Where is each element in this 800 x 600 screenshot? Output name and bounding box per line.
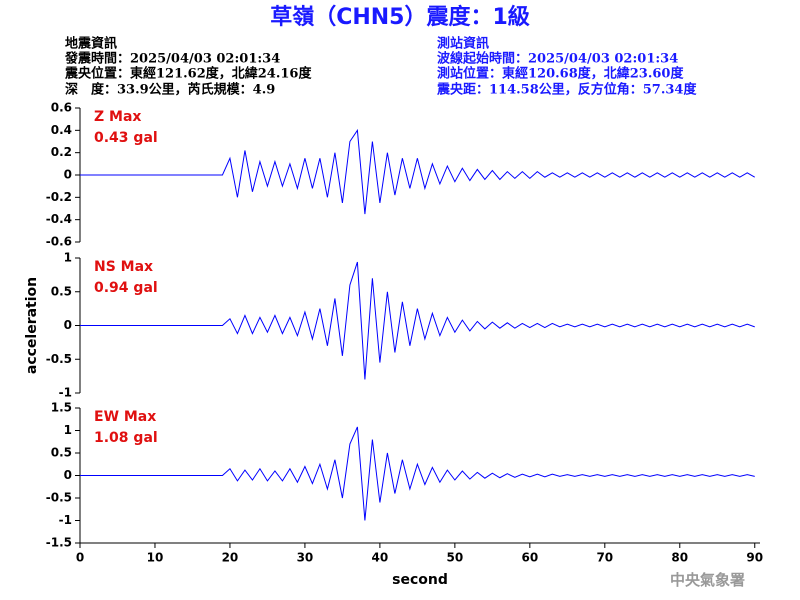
y-tick-label: 0 bbox=[64, 318, 72, 332]
waveform bbox=[80, 261, 755, 380]
x-tick-label: 30 bbox=[297, 551, 314, 565]
x-tick-label: 0 bbox=[76, 551, 84, 565]
info-right: 波線起始時間：2025/04/03 02:01:34 bbox=[437, 51, 678, 67]
max-label: Z Max bbox=[94, 109, 141, 125]
info-left: 深 度：33.9公里，芮氏規模：4.9 bbox=[65, 82, 275, 98]
y-tick-label: 0.4 bbox=[51, 123, 72, 137]
y-tick-label: 0.6 bbox=[51, 101, 72, 115]
y-tick-label: 1 bbox=[64, 251, 72, 265]
y-tick-label: 1 bbox=[64, 423, 72, 437]
y-tick-label: 1.5 bbox=[51, 401, 72, 415]
y-tick-label: 0.5 bbox=[51, 284, 72, 298]
info-right: 測站資訊 bbox=[437, 36, 489, 52]
watermark: 中央氣象署 bbox=[670, 571, 745, 589]
y-tick-label: 0 bbox=[64, 168, 72, 182]
info-right: 震央距：114.58公里，反方位角：57.34度 bbox=[436, 82, 697, 98]
x-tick-label: 60 bbox=[521, 551, 538, 565]
x-tick-label: 50 bbox=[447, 551, 464, 565]
y-tick-label: -0.6 bbox=[46, 235, 72, 249]
info-left: 地震資訊 bbox=[65, 36, 117, 52]
max-label: EW Max bbox=[94, 409, 156, 425]
y-tick-label: 0.2 bbox=[51, 145, 72, 159]
y-tick-label: -1 bbox=[59, 386, 72, 400]
x-tick-label: 70 bbox=[596, 551, 613, 565]
x-tick-label: 20 bbox=[222, 551, 239, 565]
y-axis-label: acceleration bbox=[24, 277, 40, 374]
y-tick-label: -0.5 bbox=[46, 491, 72, 505]
x-tick-label: 90 bbox=[746, 551, 763, 565]
max-label: 0.43 gal bbox=[94, 130, 158, 146]
info-left: 震央位置：東經121.62度，北緯24.16度 bbox=[64, 66, 312, 82]
x-axis-label: second bbox=[392, 572, 448, 588]
x-tick-label: 10 bbox=[147, 551, 164, 565]
title: 草嶺（CHN5）震度：1級 bbox=[270, 4, 530, 30]
waveform bbox=[80, 426, 755, 521]
y-tick-label: -0.4 bbox=[46, 212, 72, 226]
max-label: 0.94 gal bbox=[94, 280, 158, 296]
max-label: NS Max bbox=[94, 259, 153, 275]
y-tick-label: -1 bbox=[59, 513, 72, 527]
y-tick-label: -1.5 bbox=[46, 536, 72, 550]
info-left: 發震時間：2025/04/03 02:01:34 bbox=[64, 51, 280, 67]
y-tick-label: 0.5 bbox=[51, 446, 72, 460]
info-right: 測站位置：東經120.68度，北緯23.60度 bbox=[437, 66, 684, 82]
y-tick-label: 0 bbox=[64, 468, 72, 482]
x-tick-label: 80 bbox=[671, 551, 688, 565]
x-tick-label: 40 bbox=[372, 551, 389, 565]
max-label: 1.08 gal bbox=[94, 430, 158, 446]
y-tick-label: -0.2 bbox=[46, 190, 72, 204]
waveform bbox=[80, 128, 756, 215]
y-tick-label: -0.5 bbox=[46, 352, 72, 366]
